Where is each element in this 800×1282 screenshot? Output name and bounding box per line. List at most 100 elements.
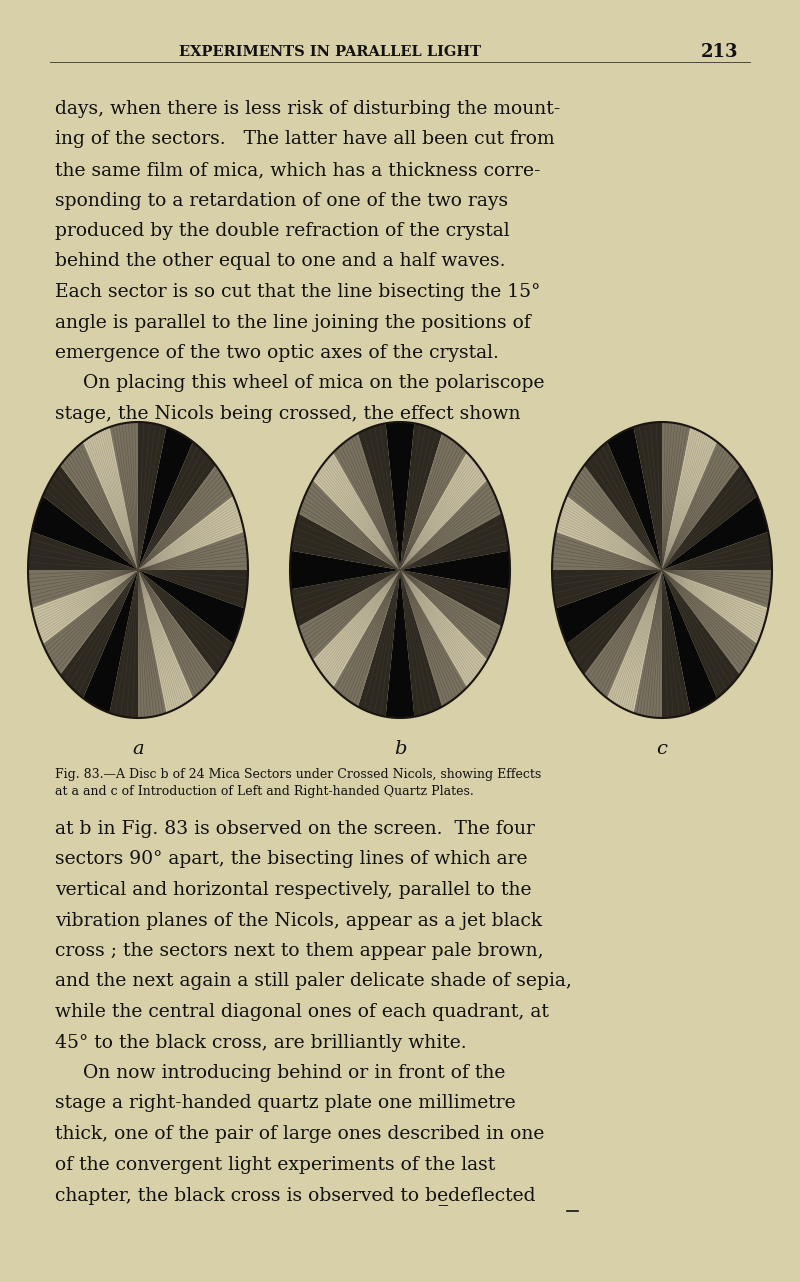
Polygon shape [400,513,509,570]
Polygon shape [584,570,662,699]
Polygon shape [552,570,662,608]
Polygon shape [662,570,768,644]
Polygon shape [138,570,166,718]
Text: EXPERIMENTS IN PARALLEL LIGHT: EXPERIMENTS IN PARALLEL LIGHT [179,45,481,59]
Polygon shape [400,570,442,717]
Polygon shape [313,570,400,687]
Text: angle is parallel to the line joining the positions of: angle is parallel to the line joining th… [55,314,530,332]
Polygon shape [400,453,487,570]
Polygon shape [358,570,400,717]
Text: stage a right-handed quartz plate one millimetre: stage a right-handed quartz plate one mi… [55,1095,516,1113]
Polygon shape [32,496,138,570]
Polygon shape [400,570,502,660]
Polygon shape [333,570,400,706]
Polygon shape [42,465,138,570]
Polygon shape [662,427,717,570]
Text: 213: 213 [702,44,738,62]
Polygon shape [662,570,758,674]
Polygon shape [662,570,690,718]
Text: ing of the sectors.   The latter have all been cut from: ing of the sectors. The latter have all … [55,131,554,149]
Polygon shape [556,496,662,570]
Polygon shape [333,433,400,570]
Polygon shape [138,465,234,570]
Text: of the convergent light experiments of the last: of the convergent light experiments of t… [55,1155,495,1173]
Polygon shape [400,551,510,590]
Text: and the next again a still paler delicate shade of sepia,: and the next again a still paler delicat… [55,973,572,991]
Polygon shape [634,422,662,570]
Text: vibration planes of the Nicols, appear as a jet black: vibration planes of the Nicols, appear a… [55,912,542,929]
Polygon shape [60,570,138,699]
Polygon shape [386,570,414,718]
Polygon shape [83,570,138,713]
Polygon shape [662,570,717,713]
Polygon shape [138,427,193,570]
Text: thick, one of the pair of large ones described in one: thick, one of the pair of large ones des… [55,1126,544,1144]
Text: emergence of the two optic axes of the crystal.: emergence of the two optic axes of the c… [55,344,499,362]
Text: the same film of mica, which has a thickness corre-: the same film of mica, which has a thick… [55,162,541,179]
Text: while the central diagonal ones of each quadrant, at: while the central diagonal ones of each … [55,1003,549,1020]
Text: days, when there is less risk of disturbing the mount-: days, when there is less risk of disturb… [55,100,560,118]
Text: chapter, the black cross is observed to be̲deflected: chapter, the black cross is observed to … [55,1186,535,1205]
Polygon shape [662,570,772,608]
Polygon shape [400,570,487,687]
Text: b: b [394,740,406,758]
Polygon shape [400,433,467,570]
Polygon shape [662,442,740,570]
Polygon shape [400,570,509,627]
Text: at a and c of Introduction of Left and Right-handed Quartz Plates.: at a and c of Introduction of Left and R… [55,785,474,797]
Polygon shape [83,427,138,570]
Polygon shape [358,423,400,570]
Polygon shape [313,453,400,570]
Polygon shape [298,479,400,570]
Text: vertical and horizontal respectively, parallel to the: vertical and horizontal respectively, pa… [55,881,531,899]
Polygon shape [400,479,502,570]
Polygon shape [110,422,138,570]
Text: Each sector is so cut that the line bisecting the 15°: Each sector is so cut that the line bise… [55,283,540,301]
Polygon shape [138,570,248,608]
Text: produced by the double refraction of the crystal: produced by the double refraction of the… [55,222,510,240]
Text: at b in Fig. 83 is observed on the screen.  The four: at b in Fig. 83 is observed on the scree… [55,820,535,838]
Polygon shape [662,422,690,570]
Text: stage, the Nicols being crossed, the effect shown: stage, the Nicols being crossed, the eff… [55,405,521,423]
Polygon shape [400,423,442,570]
Polygon shape [662,465,758,570]
Polygon shape [552,532,662,570]
Polygon shape [138,532,248,570]
Polygon shape [566,465,662,570]
Polygon shape [138,570,244,644]
Polygon shape [556,570,662,644]
Text: c: c [657,740,667,758]
Polygon shape [291,513,400,570]
Polygon shape [291,570,400,627]
Polygon shape [138,496,244,570]
Polygon shape [662,496,768,570]
Polygon shape [138,570,216,699]
Polygon shape [28,570,138,608]
Polygon shape [138,422,166,570]
Polygon shape [607,570,662,713]
Polygon shape [662,532,772,570]
Text: Fig. 83.—A Disc b of 24 Mica Sectors under Crossed Nicols, showing Effects: Fig. 83.—A Disc b of 24 Mica Sectors und… [55,768,542,781]
Polygon shape [386,422,414,570]
Polygon shape [138,570,193,713]
Text: sectors 90° apart, the bisecting lines of which are: sectors 90° apart, the bisecting lines o… [55,850,527,868]
Polygon shape [566,570,662,674]
Polygon shape [584,442,662,570]
Polygon shape [138,442,216,570]
Polygon shape [607,427,662,570]
Polygon shape [400,570,467,706]
Text: a: a [132,740,144,758]
Polygon shape [662,570,740,699]
Polygon shape [28,532,138,570]
Polygon shape [110,570,138,718]
Polygon shape [634,570,662,718]
Polygon shape [60,442,138,570]
Polygon shape [290,551,400,590]
Text: On now introducing behind or in front of the: On now introducing behind or in front of… [83,1064,506,1082]
Text: behind the other equal to one and a half waves.: behind the other equal to one and a half… [55,253,506,271]
Polygon shape [298,570,400,660]
Text: 45° to the black cross, are brilliantly white.: 45° to the black cross, are brilliantly … [55,1033,466,1051]
Polygon shape [138,570,234,674]
Text: On placing this wheel of mica on the polariscope: On placing this wheel of mica on the pol… [83,374,545,392]
Text: cross ; the sectors next to them appear pale brown,: cross ; the sectors next to them appear … [55,942,544,960]
